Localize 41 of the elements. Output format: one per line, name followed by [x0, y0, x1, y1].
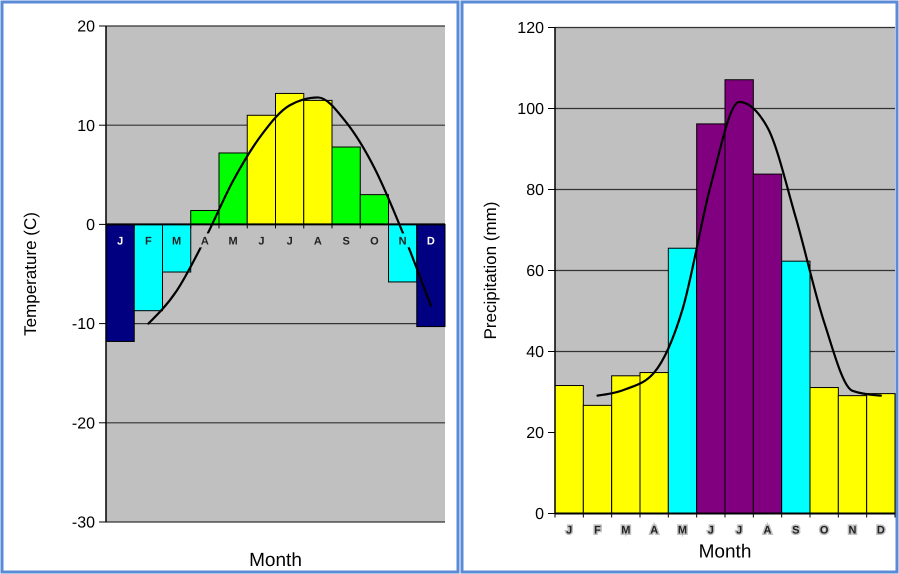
y-tick-label: 10	[77, 118, 96, 135]
y-tick-label: -30	[72, 514, 96, 532]
y-tick-label: 40	[526, 344, 544, 362]
x-tick-label: S	[342, 235, 350, 248]
x-tick-label: O	[820, 524, 829, 536]
y-tick-label: 100	[517, 101, 544, 118]
x-tick-label: J	[286, 235, 293, 248]
y-tick-label: 0	[86, 217, 96, 234]
x-tick-label: N	[398, 235, 407, 248]
x-tick-label: M	[678, 524, 688, 536]
x-tick-label: A	[314, 235, 322, 248]
x-tick-label: J	[566, 524, 572, 536]
x-tick-label: D	[876, 524, 885, 536]
x-tick-label: A	[650, 524, 658, 536]
y-axis-title: Temperature (C)	[20, 212, 40, 336]
y-tick-label: 120	[517, 20, 544, 38]
y-tick-label: -20	[72, 415, 96, 432]
y-tick-label: 0	[535, 506, 544, 524]
x-tick-label: J	[258, 235, 264, 248]
x-tick-label: S	[792, 524, 800, 536]
y-tick-label: 20	[77, 18, 96, 36]
x-tick-label: J	[736, 524, 742, 536]
x-axis-title: Month	[249, 550, 302, 571]
y-tick-label: -10	[72, 316, 96, 334]
x-tick-label: O	[370, 235, 380, 248]
x-axis-title: Month	[698, 542, 752, 562]
y-tick-label: 20	[526, 425, 544, 442]
x-tick-label: J	[117, 235, 124, 248]
x-tick-label: A	[764, 524, 772, 536]
x-tick-label: M	[172, 235, 182, 248]
x-tick-label: F	[145, 235, 152, 248]
y-tick-label: 60	[526, 263, 544, 280]
x-tick-label: M	[621, 524, 630, 536]
x-tick-label: A	[200, 235, 209, 248]
x-tick-label: D	[426, 235, 435, 248]
x-tick-label: J	[708, 524, 714, 536]
x-tick-label: F	[594, 524, 602, 536]
x-tick-label: M	[228, 235, 238, 248]
y-axis-title: Precipitation (mm)	[480, 202, 500, 340]
x-tick-label: N	[848, 524, 857, 536]
y-tick-label: 80	[526, 182, 544, 200]
